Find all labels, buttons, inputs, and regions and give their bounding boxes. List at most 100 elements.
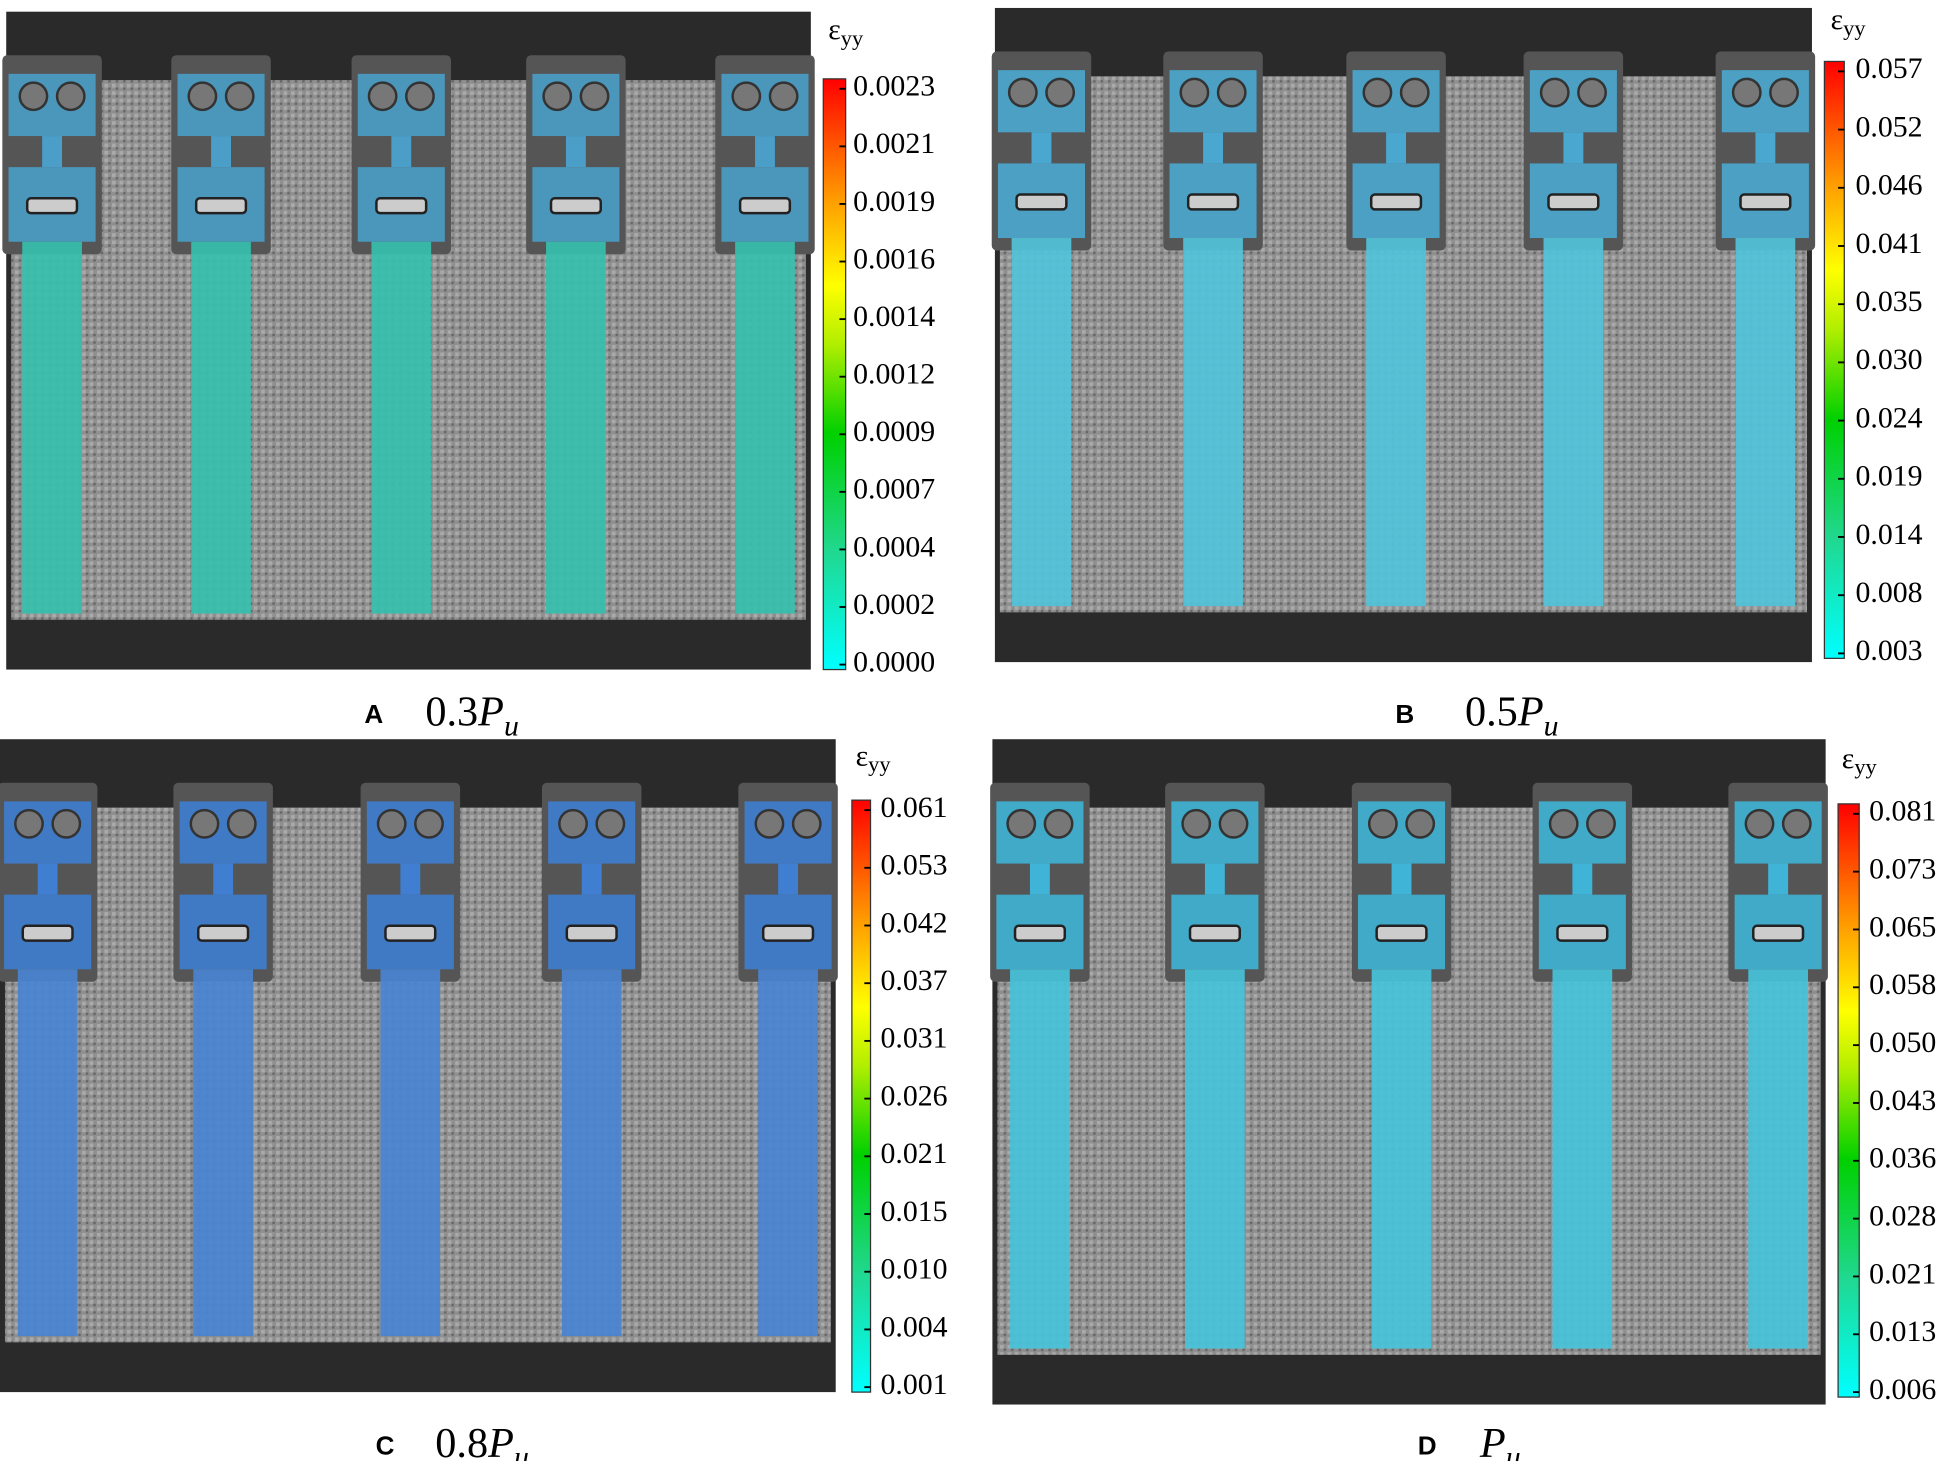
- specimen-strip: [22, 241, 82, 614]
- specimen-slot: [1369, 193, 1423, 211]
- specimen-neck: [1391, 863, 1412, 895]
- specimen-neck: [1031, 132, 1052, 164]
- colorbar: [1823, 60, 1845, 659]
- colorbar-tick-label: 0.0002: [853, 588, 935, 621]
- bolt: [579, 81, 610, 112]
- bolt: [1006, 808, 1037, 839]
- specimen-slot: [25, 196, 79, 215]
- colorbar-tick-label: 0.073: [1869, 852, 1936, 885]
- specimen-strip: [1366, 238, 1426, 607]
- colorbar-subscript: yy: [1843, 15, 1866, 40]
- bolt: [1367, 808, 1398, 839]
- colorbar-tick-label: 0.021: [880, 1137, 947, 1170]
- specimen-strip: [1185, 969, 1245, 1349]
- colorbar-tick-label: 0.0007: [853, 473, 935, 506]
- specimen-slot: [1556, 924, 1609, 942]
- bolt: [1216, 77, 1247, 108]
- specimen-strip: [758, 969, 818, 1337]
- colorbar-tick-label: 0.028: [1869, 1199, 1936, 1232]
- specimen-slot: [565, 924, 618, 942]
- specimen-neck: [1029, 863, 1050, 895]
- specimen-slot: [549, 196, 603, 215]
- colorbar-title: εyy: [828, 13, 864, 50]
- colorbar-tick-label: 0.058: [1869, 968, 1936, 1001]
- bolt: [1769, 77, 1799, 108]
- specimen-slot: [1015, 193, 1068, 211]
- colorbar-symbol: ε: [1842, 742, 1855, 775]
- specimen-neck: [581, 863, 602, 895]
- specimen-neck: [565, 136, 586, 168]
- colorbar-tick-label: 0.001: [880, 1368, 947, 1401]
- load-symbol: P: [487, 1420, 514, 1461]
- specimen-strip: [380, 969, 441, 1337]
- specimen-neck: [1386, 132, 1407, 164]
- colorbar-symbol: ε: [856, 739, 869, 772]
- specimen-strip: [1552, 969, 1613, 1349]
- colorbar-tick-label: 0.065: [1869, 910, 1936, 943]
- specimen-slot: [1188, 924, 1241, 942]
- specimen-neck: [211, 136, 232, 168]
- colorbar-tick-label: 0.006: [1869, 1373, 1936, 1406]
- colorbar-tick-label: 0.021: [1869, 1257, 1936, 1290]
- bolt: [731, 81, 762, 112]
- specimen-neck: [1572, 863, 1593, 895]
- colorbar-tick-label: 0.0014: [853, 300, 935, 333]
- colorbar-subscript: yy: [841, 25, 864, 50]
- load-subscript: u: [504, 709, 519, 742]
- colorbar-tick-label: 0.035: [1855, 285, 1922, 318]
- specimen-strip: [546, 241, 606, 614]
- panel-label: D: [1418, 1430, 1437, 1460]
- specimen-neck: [37, 863, 58, 895]
- bolt: [1362, 77, 1393, 108]
- load-subscript: u: [1506, 1441, 1521, 1461]
- colorbar-tick-label: 0.014: [1855, 518, 1922, 551]
- load-factor: 0.5: [1465, 689, 1518, 736]
- bolt: [51, 808, 82, 839]
- load-subscript: u: [514, 1441, 529, 1461]
- bolt: [768, 81, 799, 112]
- specimen-slot: [738, 196, 792, 215]
- colorbar-tick-label: 0.0021: [853, 127, 935, 160]
- bolt: [791, 808, 822, 839]
- bolt: [18, 81, 49, 112]
- load-symbol: P: [1479, 1420, 1506, 1461]
- colorbar-tick-label: 0.004: [880, 1310, 947, 1343]
- colorbar-title: εyy: [1831, 3, 1867, 40]
- specimen-slot: [197, 924, 250, 942]
- colorbar-tick-label: 0.0016: [853, 242, 935, 275]
- colorbar-title: εyy: [1842, 742, 1878, 779]
- bolt: [376, 808, 407, 839]
- specimen-slot: [761, 924, 815, 942]
- colorbar-tick-label: 0.0023: [853, 70, 935, 103]
- panel-caption: 0.3Pu: [425, 689, 519, 743]
- panel-caption: Pu: [1479, 1420, 1521, 1461]
- bolt: [414, 808, 444, 839]
- specimen-strip: [1010, 969, 1070, 1349]
- specimen-neck: [1203, 132, 1224, 164]
- colorbar-tick-label: 0.053: [880, 849, 947, 882]
- specimen-neck: [391, 136, 412, 168]
- colorbar-tick-label: 0.061: [880, 791, 947, 824]
- colorbar-tick-label: 0.026: [880, 1079, 947, 1112]
- colorbar-tick-label: 0.0009: [853, 415, 935, 448]
- colorbar: [1837, 803, 1860, 1398]
- bolt: [14, 808, 44, 839]
- panel-label: C: [376, 1430, 395, 1460]
- specimen-slot: [1013, 924, 1067, 942]
- bolt: [226, 808, 257, 839]
- colorbar-tick-label: 0.0000: [853, 645, 935, 678]
- colorbar-tick-label: 0.041: [1855, 227, 1922, 260]
- bolt: [1399, 77, 1430, 108]
- bolt: [595, 808, 626, 839]
- bolt: [367, 81, 398, 112]
- colorbar-tick-label: 0.050: [1869, 1026, 1936, 1059]
- bolt: [405, 81, 435, 112]
- specimen-strip: [17, 969, 78, 1337]
- load-symbol: P: [477, 689, 504, 736]
- colorbar-tick-label: 0.057: [1855, 52, 1922, 85]
- colorbar-tick-label: 0.042: [880, 906, 947, 939]
- bolt: [1045, 77, 1076, 108]
- panel-label: A: [364, 699, 383, 729]
